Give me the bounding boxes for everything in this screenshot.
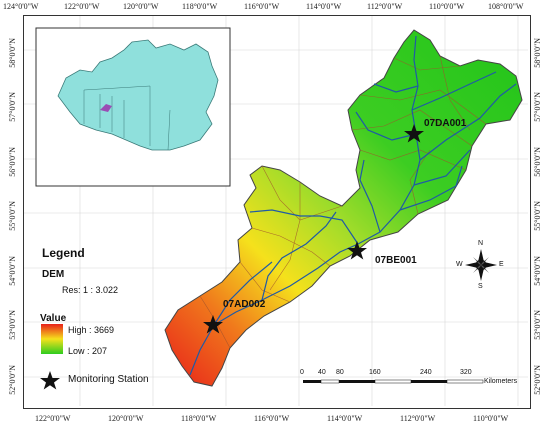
legend-low: Low : 207 [68,346,108,356]
bottom-tick-4: 116°0'0"W [254,414,290,423]
river-network [189,35,517,376]
legend-station-label: Monitoring Station [68,374,149,385]
top-tick-4: 118°0'0"W [182,2,218,11]
legend-station-icon [40,371,60,390]
legend-resolution: Res: 1 : 3.022 [62,285,119,295]
canada-inset-shape [57,39,219,151]
legend-dem-label: DEM [42,269,65,280]
scale-tick-0: 0 [300,369,304,376]
scale-tick-40: 40 [318,369,326,376]
scale-unit: Kilometers [484,378,518,385]
station-07DA001[interactable] [404,124,424,143]
legend-title: Legend [42,246,85,260]
top-tick-8: 110°0'0"W [429,2,465,11]
inset-provinces [83,85,171,151]
top-tick-3: 120°0'0"W [123,2,159,11]
top-tick-5: 116°0'0"W [244,2,280,11]
compass-e: E [499,261,504,268]
legend-high: High : 3669 [68,325,115,335]
station-label-07AD002: 07AD002 [223,299,266,310]
bottom-tick-6: 112°0'0"W [400,414,436,423]
top-tick-9: 108°0'0"W [488,2,524,11]
compass-s: S [478,283,483,290]
bottom-tick-7: 110°0'0"W [473,414,509,423]
compass-rose [465,249,497,281]
scale-bar [303,379,484,384]
station-label-07BE001: 07BE001 [375,255,417,266]
scale-tick-240: 240 [420,369,432,376]
station-label-07DA001: 07DA001 [424,118,467,129]
scale-tick-160: 160 [369,369,381,376]
top-tick-7: 112°0'0"W [367,2,403,11]
station-07AD002[interactable] [203,315,223,334]
station-07BE001[interactable] [347,241,367,260]
bottom-tick-1: 122°0'0"W [35,414,71,423]
bottom-tick-3: 118°0'0"W [181,414,217,423]
bottom-tick-2: 120°0'0"W [108,414,144,423]
top-tick-2: 122°0'0"W [64,2,100,11]
legend-value-label: Value [40,313,67,324]
bottom-tick-5: 114°0'0"W [327,414,363,423]
compass-n: N [478,240,484,247]
top-tick-1: 124°0'0"W [3,2,39,11]
basin-inset-marker [100,104,112,112]
compass-w: W [456,261,463,268]
top-tick-6: 114°0'0"W [306,2,342,11]
dem-color-ramp [41,324,63,354]
sub-basins [199,55,487,349]
scale-tick-80: 80 [336,369,344,376]
scale-tick-320: 320 [460,369,472,376]
